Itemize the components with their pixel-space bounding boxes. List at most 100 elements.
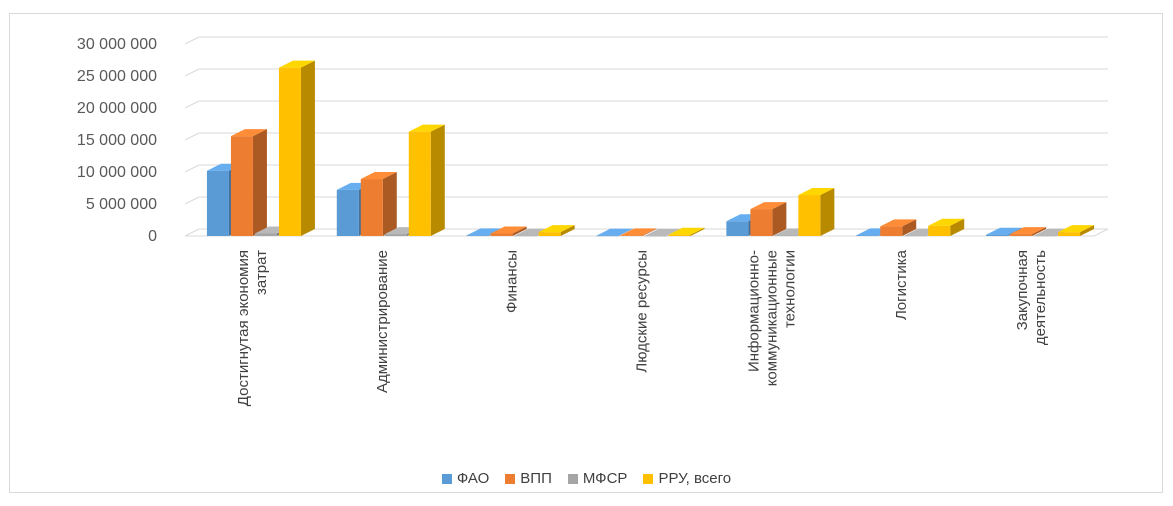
chart-frame [9, 13, 1163, 493]
bar [1010, 234, 1033, 236]
bar-top [620, 228, 657, 236]
bar-side [902, 219, 917, 236]
x-tick-label: коммуникационные [763, 250, 780, 386]
bar-side [950, 218, 965, 236]
bar [206, 170, 229, 236]
gridline-side [184, 228, 200, 237]
bar [798, 195, 821, 236]
bar-top [798, 188, 835, 196]
bar-side [1080, 225, 1095, 236]
bar-side [512, 226, 527, 236]
legend-label: ФАО [456, 470, 490, 487]
bar [726, 221, 749, 236]
bar [904, 235, 927, 237]
bar-top [644, 228, 681, 236]
bar [620, 235, 643, 236]
bar [668, 234, 691, 236]
bar-side [252, 129, 267, 236]
gridline-side [184, 132, 200, 141]
x-tick-label: Закупочная [1014, 250, 1031, 330]
bar [596, 235, 619, 237]
bar [254, 233, 277, 236]
bar [750, 209, 773, 236]
bar-top [596, 228, 633, 236]
bar [774, 235, 797, 236]
bar-top [230, 129, 267, 137]
bar-top [668, 227, 705, 235]
legend-label: РРУ, всего [658, 470, 732, 487]
bar-top [1058, 225, 1095, 233]
legend-swatch [567, 473, 578, 484]
bar [278, 67, 301, 237]
bar-top [278, 60, 315, 68]
legend-item: ФАО [441, 470, 490, 487]
gridline-side [184, 196, 200, 205]
bar [408, 131, 431, 236]
bar [1058, 232, 1081, 236]
bar [360, 179, 383, 236]
bar [466, 235, 489, 236]
bar-top [538, 225, 575, 233]
legend-swatch [643, 473, 654, 484]
y-tick-label: 15 000 000 [77, 132, 157, 149]
bar-top [928, 218, 965, 226]
chart-legend: ФАО ВПП МФСР РРУ, всего [0, 470, 1173, 488]
bar-side [820, 188, 835, 236]
y-tick-label: 25 000 000 [77, 68, 157, 85]
bar-top [360, 172, 397, 180]
legend-swatch [505, 473, 516, 484]
bar-side [300, 60, 315, 237]
legend-label: ВПП [520, 470, 552, 487]
bar-top [750, 202, 787, 210]
y-tick-label: 5 000 000 [86, 196, 157, 213]
bar [514, 235, 537, 237]
bar-side [1032, 227, 1047, 236]
bar-top [880, 219, 917, 227]
y-tick-label: 30 000 000 [77, 36, 157, 53]
legend-item: РРУ, всего [643, 470, 731, 487]
bar [644, 235, 667, 237]
bar [384, 234, 407, 236]
bar-top [490, 226, 527, 234]
floor-right-edge [1093, 228, 1109, 237]
legend-label: МФСР [582, 470, 628, 487]
bar-top [986, 227, 1023, 235]
legend-item: МФСР [567, 470, 628, 487]
bar [928, 225, 951, 236]
y-tick-label: 10 000 000 [77, 164, 157, 181]
bar-top [466, 228, 503, 236]
x-tick-label: Логистика [893, 249, 910, 320]
x-tick-label: технологии [781, 250, 798, 328]
bar-top [1034, 228, 1071, 236]
bar [230, 136, 253, 236]
gridline-side [184, 36, 200, 45]
bar-side [618, 228, 633, 236]
bar [856, 235, 879, 236]
gridline-side [184, 68, 200, 77]
x-tick-label: Людские ресурсы [634, 250, 651, 373]
legend-item: ВПП [505, 470, 552, 487]
x-tick-label: Достигнутая экономия [235, 250, 252, 406]
y-tick-label: 0 [148, 228, 157, 245]
bar-side [642, 228, 657, 236]
gridline-side [184, 100, 200, 109]
bar [490, 233, 513, 236]
x-tick-label: Информационно- [745, 250, 762, 372]
bar-top [408, 124, 445, 132]
bar-side [430, 124, 445, 236]
y-tick-label: 20 000 000 [77, 100, 157, 117]
x-tick-label: Финансы [504, 250, 521, 313]
bar [336, 189, 359, 236]
x-tick-label: затрат [253, 250, 270, 295]
legend-swatch [441, 473, 452, 484]
x-tick-label: Администрирование [374, 250, 391, 393]
x-tick-label: деятельность [1032, 250, 1049, 345]
bar [1034, 235, 1057, 237]
bar-top [514, 228, 551, 236]
bar [986, 234, 1009, 236]
bar-side [382, 172, 397, 236]
bar [538, 232, 561, 236]
bar-side [560, 225, 575, 236]
bar-top [1010, 227, 1047, 235]
